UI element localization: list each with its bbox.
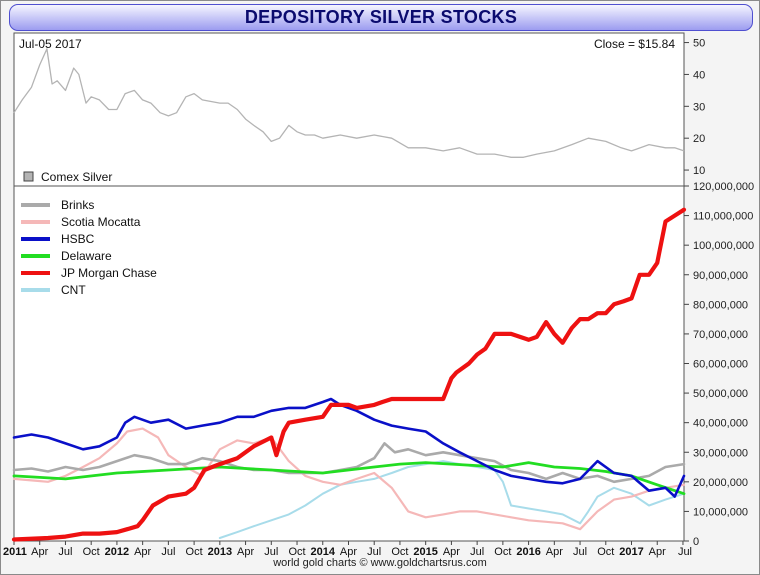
x-tick-label-month: Apr: [340, 546, 357, 558]
lower-plot-area: [13, 185, 685, 542]
x-tick-label-month: Jul: [573, 546, 587, 558]
x-tick-label-month: Oct: [83, 546, 100, 558]
scotia-mocatta-legend-label: Scotia Mocatta: [61, 215, 141, 229]
upper-y-tick-label: 10: [693, 165, 705, 177]
lower-y-tick-label: 20,000,000: [693, 477, 748, 489]
lower-y-tick-label: 40,000,000: [693, 418, 748, 430]
lower-y-tick-label: 120,000,000: [693, 181, 754, 193]
lower-legend: Brinks Scotia Mocatta HSBC Delaware JP Morga…: [21, 198, 157, 297]
x-tick-label-month: Apr: [237, 546, 254, 558]
title-bar: DEPOSITORY SILVER STOCKS: [9, 4, 753, 31]
comex-silver-legend-swatch: [23, 171, 34, 182]
lower-y-tick-label: 110,000,000: [693, 211, 753, 223]
jp-morgan-chase-line: [11, 207, 687, 542]
x-tick-label-month: Oct: [494, 546, 511, 558]
upper-date-label: Jul-05 2017: [19, 37, 82, 51]
footer-credit: world gold charts © www.goldchartsrus.co…: [273, 557, 487, 569]
x-tick-label-month: Jul: [678, 546, 692, 558]
lower-y-tick-label: 100,000,000: [693, 240, 754, 252]
x-tick-label-year: 2012: [105, 546, 129, 558]
lower-series-group: [11, 207, 687, 542]
brinks-legend-label: Brinks: [61, 198, 94, 212]
x-tick-label-month: Apr: [31, 546, 48, 558]
x-tick-label-year: 2013: [208, 546, 232, 558]
x-tick-label-month: Oct: [391, 546, 408, 558]
lower-y-tick-label: 0: [693, 536, 699, 548]
scotia-mocatta-line: [12, 427, 686, 531]
lower-y-axis: 0 10,000,000 20,000,000 30,000,000 40,000,00…: [684, 181, 754, 548]
x-tick-label-year: 2011: [3, 546, 27, 558]
upper-plot-area: [13, 32, 685, 187]
delaware-line: [12, 461, 686, 496]
delaware-legend-label: Delaware: [61, 249, 112, 263]
comex-silver-legend-label: Comex Silver: [41, 170, 112, 184]
x-tick-label-month: Oct: [597, 546, 614, 558]
upper-y-tick-label: 20: [693, 133, 705, 145]
lower-y-tick-label: 10,000,000: [693, 506, 748, 518]
x-tick-label-month: Jul: [470, 546, 484, 558]
comex-silver-line: [13, 48, 685, 158]
x-tick-label-month: Apr: [649, 546, 666, 558]
x-tick-label-month: Oct: [288, 546, 305, 558]
upper-y-tick-label: 30: [693, 101, 705, 113]
upper-y-tick-label: 50: [693, 38, 705, 50]
upper-y-axis: 10 20 30 40 50: [684, 38, 705, 177]
x-tick-label-month: Jul: [161, 546, 175, 558]
lower-y-tick-label: 60,000,000: [693, 359, 748, 371]
lower-y-tick-label: 30,000,000: [693, 447, 748, 459]
x-axis: 2011 Apr Jul Oct 2012 Apr Jul Oct 2013 Apr Jul Oct 2…: [3, 541, 692, 558]
x-tick-label-year: 2016: [516, 546, 540, 558]
upper-close-label: Close = $15.84: [594, 37, 675, 51]
lower-y-tick-label: 80,000,000: [693, 299, 748, 311]
chart-title: DEPOSITORY SILVER STOCKS: [244, 7, 518, 27]
upper-y-tick-label: 40: [693, 69, 705, 81]
x-tick-label-month: Jul: [58, 546, 72, 558]
jp-morgan-chase-legend-label: JP Morgan Chase: [61, 266, 157, 280]
brinks-line: [12, 442, 686, 484]
cnt-legend-label: CNT: [61, 283, 86, 297]
x-tick-label-month: Apr: [134, 546, 151, 558]
x-tick-label-month: Apr: [443, 546, 460, 558]
x-tick-label-month: Oct: [186, 546, 203, 558]
upper-series-group: [13, 48, 685, 158]
hsbc-legend-label: HSBC: [61, 232, 95, 246]
x-tick-label-year: 2015: [413, 546, 437, 558]
lower-y-tick-label: 90,000,000: [693, 270, 748, 282]
x-tick-label-month: Apr: [546, 546, 563, 558]
x-tick-label-year: 2017: [619, 546, 643, 558]
lower-y-tick-label: 50,000,000: [693, 388, 748, 400]
x-tick-label-month: Jul: [264, 546, 278, 558]
x-tick-label-year: 2014: [311, 546, 336, 558]
lower-y-tick-label: 70,000,000: [693, 329, 748, 341]
x-tick-label-month: Jul: [367, 546, 381, 558]
